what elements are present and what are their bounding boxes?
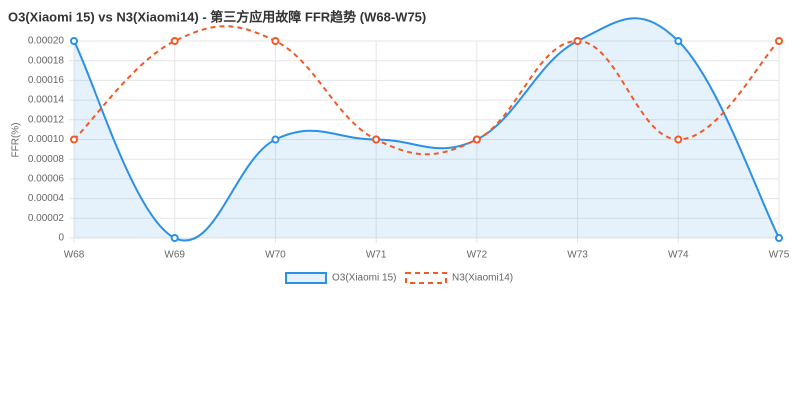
y-tick-label: 0.00020 <box>28 36 65 47</box>
point <box>70 135 78 144</box>
x-tick-label: W69 <box>164 250 185 261</box>
y-tick-label: 0.00018 <box>28 55 65 66</box>
point <box>472 135 481 144</box>
x-tick-label: W73 <box>567 250 588 261</box>
x-tick-label: W68 <box>64 250 85 261</box>
point <box>271 135 280 144</box>
x-tick-label: W70 <box>265 250 286 261</box>
series-line <box>73 25 780 156</box>
point <box>170 234 179 242</box>
y-tick-label: 0.00004 <box>28 193 65 204</box>
y-tick-label: 0.00008 <box>28 154 65 165</box>
y-tick-label: 0.00006 <box>28 174 65 185</box>
x-tick-label: W75 <box>769 250 790 261</box>
legend-swatch <box>285 272 327 284</box>
point <box>775 37 783 45</box>
y-axis-label: FFR(%) <box>11 123 22 158</box>
point <box>70 37 78 45</box>
area <box>74 18 779 241</box>
y-tick-label: 0 <box>58 233 64 244</box>
legend-swatch <box>405 272 447 284</box>
y-tick-label: 0.00002 <box>28 213 65 224</box>
point <box>170 37 179 45</box>
point <box>674 37 683 45</box>
y-tick-label: 0.00012 <box>28 114 65 125</box>
legend-label: O3(Xiaomi 15) <box>332 273 396 284</box>
point <box>674 135 683 144</box>
x-tick-label: W74 <box>668 250 689 261</box>
x-tick-label: W72 <box>467 250 488 261</box>
x-tick-label: W71 <box>366 250 387 261</box>
point <box>271 37 280 45</box>
y-tick-label: 0.00010 <box>28 134 65 145</box>
y-tick-label: 0.00016 <box>28 75 65 86</box>
point <box>573 37 582 45</box>
legend-label: N3(Xiaomi14) <box>452 273 513 284</box>
chart-title: O3(Xiaomi 15) vs N3(Xiaomi14) - 第三方应用故障 … <box>8 9 426 24</box>
y-tick-label: 0.00014 <box>28 95 65 106</box>
point <box>775 234 783 242</box>
point <box>372 135 381 144</box>
